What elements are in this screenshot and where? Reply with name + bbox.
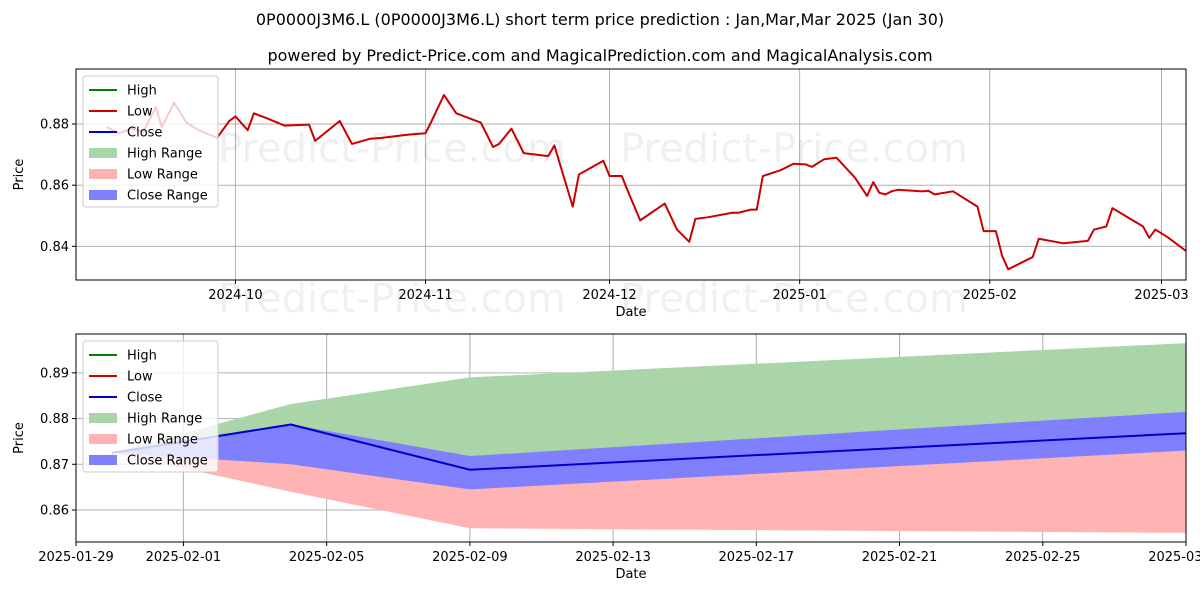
legend-label-low: Low [127,105,153,120]
x-tick-label: 2025-03 [1134,288,1188,303]
legend: High Low Close High Range Low Range Close Ran… [82,340,219,473]
chart-title: 0P0000J3M6.L (0P0000J3M6.L) short term p… [255,10,945,29]
x-tick-label: 2024-12 [582,288,636,303]
legend-label-close-range: Close Range [127,454,208,469]
close-range-band [111,411,1186,490]
legend-swatch-high-range [89,413,117,423]
legend-label-close: Close [127,126,162,141]
legend-swatch-high-range [89,148,117,158]
legend-swatch-close-range [89,190,117,200]
high-range-band [111,343,1186,458]
x-tick-label: 2025-02-21 [862,550,938,565]
legend-label-close-range: Close Range [127,189,208,204]
x-tick-label: 2024-11 [398,288,452,303]
legend-label-high: High [127,84,157,99]
low-range-band [111,450,1186,533]
watermark: Predict-Price.com [218,276,566,322]
plot-area [106,93,1186,271]
x-tick-label: 2025-02-09 [432,550,508,565]
legend-label-low-range: Low Range [127,433,198,448]
watermark: Predict-Price.com [620,126,968,172]
legend-label-low-range: Low Range [127,168,198,183]
legend-swatch-low-range [89,169,117,179]
legend-label-high: High [127,349,157,364]
x-tick-label: 2025-01-29 [38,550,114,565]
y-tick-label: 0.86 [40,504,69,519]
y-tick-label: 0.87 [40,458,69,473]
top-chart-panel: 2024-10 2024-11 2024-12 2025-01 2025-02 2025-… [12,68,1189,322]
plot-area [111,343,1186,533]
x-tick-label: 2025-01 [772,288,826,303]
x-tick-label: 2025-02-25 [1005,550,1081,565]
plot-frame [75,68,1187,281]
chart-subtitle: powered by Predict-Price.com and Magical… [267,46,933,65]
legend-swatch-close-range [89,455,117,465]
x-tick-label: 2025-02-01 [146,550,222,565]
x-tick-label: 2024-10 [208,288,262,303]
x-tick-label: 2025-02-17 [719,550,795,565]
legend-label-high-range: High Range [127,147,202,162]
y-axis-label: Price [12,159,27,191]
y-tick-label: 0.84 [40,240,69,255]
x-tick-label: 2025-02-13 [575,550,651,565]
y-tick-label: 0.88 [40,118,69,133]
legend-label-low: Low [127,370,153,385]
x-axis-label: Date [615,305,646,320]
watermark: Predict-Price.com [620,276,968,322]
legend: High Low Close High Range Low Range Close Ran… [82,75,219,208]
legend-swatch-low-range [89,434,117,444]
low-series-line [106,93,1186,271]
bottom-chart-panel: 2025-01-29 2025-02-01 2025-02-05 2025-02-09… [12,333,1200,582]
x-tick-label: 2025-03-01 [1148,550,1200,565]
y-tick-label: 0.88 [40,412,69,427]
y-tick-label: 0.89 [40,366,69,381]
grid [76,69,1186,280]
y-tick-label: 0.86 [40,179,69,194]
x-tick-label: 2025-02 [963,288,1017,303]
y-axis-label: Price [12,422,27,454]
x-tick-label: 2025-02-05 [289,550,365,565]
x-axis-label: Date [615,567,646,582]
legend-label-high-range: High Range [127,412,202,427]
legend-label-close: Close [127,391,162,406]
plot-frame [75,333,1187,543]
